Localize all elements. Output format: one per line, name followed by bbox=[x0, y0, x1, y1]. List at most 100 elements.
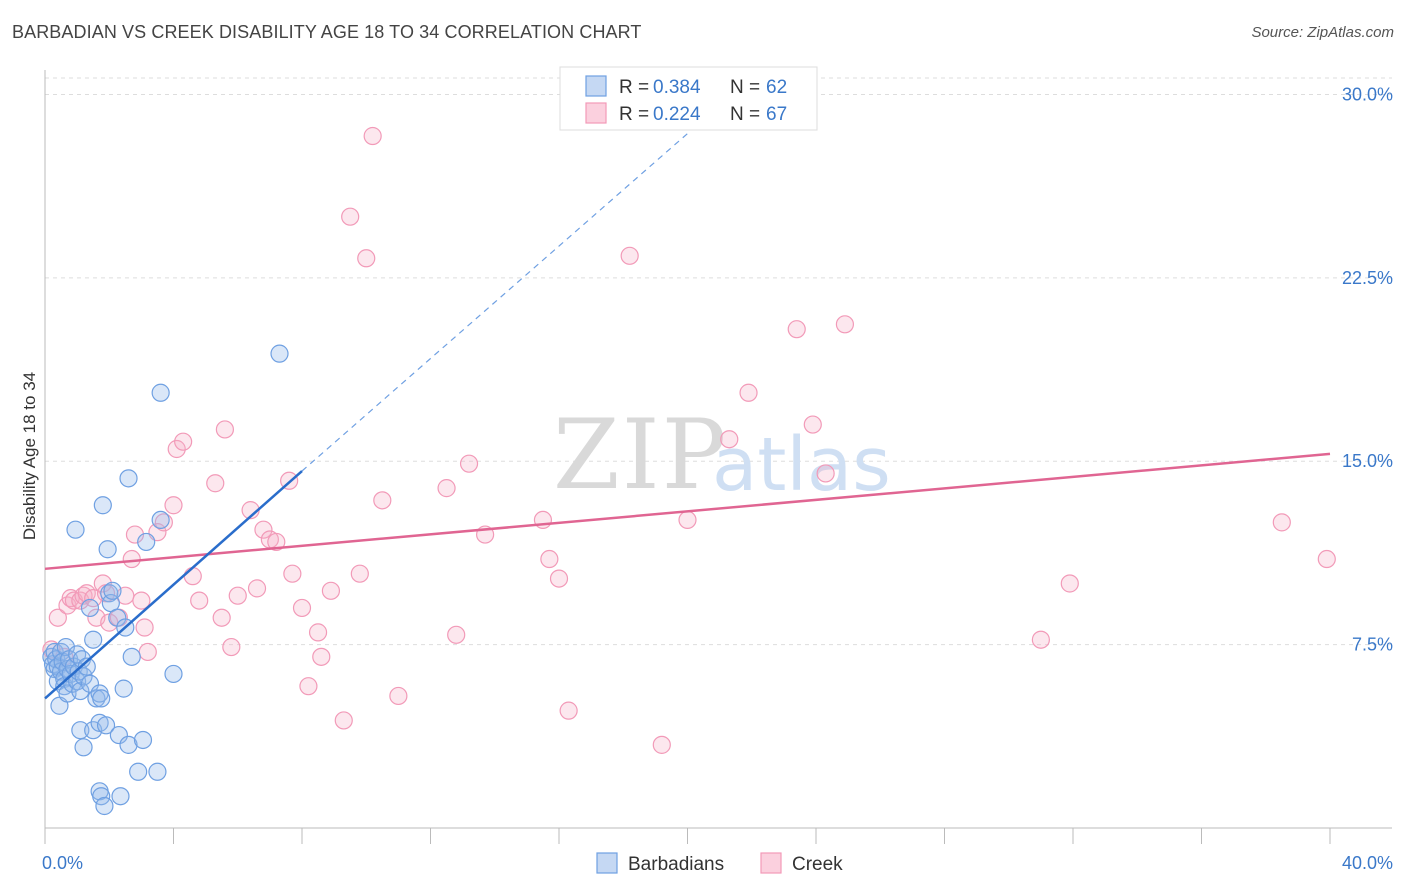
creek-point bbox=[357, 249, 376, 268]
barbadians-point bbox=[84, 630, 103, 649]
tick-labels: 7.5% 15.0% 22.5% 30.0% 0.0% 40.0% bbox=[42, 84, 1393, 873]
creek-point bbox=[247, 579, 267, 598]
legend-r-value-2: 0.224 bbox=[653, 104, 701, 125]
legend-n-label-1: N = bbox=[730, 77, 760, 98]
barbadians-point bbox=[93, 496, 112, 515]
creek-point bbox=[652, 735, 671, 754]
barbadians-point bbox=[71, 721, 90, 740]
gridlines bbox=[45, 77, 1392, 646]
barbadians-trend-extension bbox=[301, 133, 688, 472]
creek-point bbox=[292, 598, 312, 618]
creek-point bbox=[459, 454, 479, 473]
y-tick-label: 15.0% bbox=[1342, 451, 1393, 471]
legend-swatch-creek bbox=[585, 102, 607, 124]
creek-point bbox=[215, 420, 234, 439]
creek-point bbox=[321, 581, 341, 600]
creek-point bbox=[350, 564, 369, 583]
creek-point bbox=[1031, 630, 1050, 649]
creek-point bbox=[1060, 574, 1079, 593]
y-axis-label: Disability Age 18 to 34 bbox=[20, 372, 39, 540]
legend-n-label-2: N = bbox=[730, 104, 760, 125]
creek-point bbox=[363, 126, 382, 146]
barbadians-point bbox=[119, 469, 138, 488]
barbadians-point bbox=[119, 735, 138, 754]
creek-point bbox=[678, 510, 697, 530]
barbadians-point bbox=[95, 796, 114, 816]
creek-point bbox=[164, 496, 183, 515]
creek-point bbox=[267, 532, 286, 552]
barbadians-point bbox=[129, 762, 148, 781]
creek-point bbox=[334, 711, 353, 730]
watermark-atlas: atlas bbox=[712, 422, 891, 508]
axes bbox=[44, 70, 1392, 844]
creek-point bbox=[183, 567, 202, 586]
creek-point bbox=[299, 677, 318, 696]
barbadians-point bbox=[92, 689, 111, 708]
barbadians-point bbox=[133, 730, 153, 750]
legend-r-value-1: 0.384 bbox=[653, 77, 701, 98]
y-tick-label: 30.0% bbox=[1342, 84, 1393, 104]
creek-point bbox=[125, 525, 145, 544]
creek-point bbox=[138, 642, 157, 662]
creek-point bbox=[549, 569, 569, 588]
creek-point bbox=[835, 315, 855, 334]
bottom-legend: Barbadians Creek bbox=[596, 852, 843, 875]
creek-trend-line bbox=[44, 452, 1331, 571]
legend-n-value-2: 67 bbox=[766, 104, 787, 125]
barbadians-point bbox=[109, 725, 128, 745]
barbadians-point bbox=[87, 689, 106, 708]
creek-point bbox=[373, 491, 392, 510]
barbadians-point bbox=[71, 681, 90, 701]
creek-point bbox=[48, 608, 67, 627]
barbadians-point bbox=[164, 664, 183, 684]
creek-point bbox=[816, 464, 835, 483]
creek-point bbox=[312, 647, 331, 666]
creek-point bbox=[167, 439, 186, 459]
legend-swatch-barbadians bbox=[585, 75, 607, 97]
barbadians-point bbox=[111, 787, 130, 806]
legend: R = 0.384 N = 62 R = 0.224 N = 67 bbox=[559, 66, 818, 131]
legend-r-label-2: R = bbox=[619, 104, 649, 125]
barbadians-trend-line bbox=[44, 470, 303, 700]
creek-point bbox=[190, 591, 209, 610]
legend-n-value-1: 62 bbox=[766, 77, 787, 98]
creek-point bbox=[720, 430, 739, 449]
creek-point bbox=[212, 608, 231, 627]
creek-point bbox=[739, 383, 758, 402]
creek-point bbox=[447, 625, 466, 644]
barbadians-point bbox=[96, 716, 116, 735]
barbadians-point bbox=[98, 540, 117, 559]
y-tick-label: 7.5% bbox=[1352, 635, 1393, 655]
creek-point bbox=[122, 549, 141, 569]
creek-point bbox=[254, 520, 273, 539]
barbadians-point bbox=[137, 532, 156, 552]
watermark-zip: ZIP bbox=[553, 399, 728, 511]
creek-point bbox=[135, 618, 154, 637]
watermark: ZIP atlas bbox=[553, 399, 891, 511]
barbadians-point bbox=[77, 657, 96, 676]
x-tick-label-min: 0.0% bbox=[42, 853, 83, 873]
creek-point bbox=[620, 246, 639, 265]
creek-point bbox=[787, 320, 806, 339]
barbadians-point bbox=[270, 344, 289, 363]
creek-point bbox=[206, 474, 225, 493]
barbadians-point bbox=[92, 787, 111, 806]
creek-point bbox=[389, 686, 408, 706]
creek-point bbox=[1317, 549, 1336, 569]
bottom-legend-swatch-creek bbox=[760, 852, 782, 874]
creek-point bbox=[222, 637, 241, 657]
bottom-legend-barbadians: Barbadians bbox=[628, 854, 724, 875]
barbadians-point bbox=[66, 520, 85, 539]
barbadians-point bbox=[151, 383, 170, 402]
creek-point bbox=[174, 432, 193, 451]
barbadians-point bbox=[122, 647, 141, 666]
creek-point bbox=[308, 623, 328, 642]
creek-point bbox=[437, 479, 456, 498]
barbadians-point bbox=[114, 679, 133, 698]
creek-point bbox=[540, 549, 559, 569]
series-barbadians bbox=[42, 344, 289, 816]
trend-lines bbox=[44, 133, 1331, 700]
creek-point bbox=[93, 574, 112, 593]
barbadians-point bbox=[148, 762, 167, 781]
